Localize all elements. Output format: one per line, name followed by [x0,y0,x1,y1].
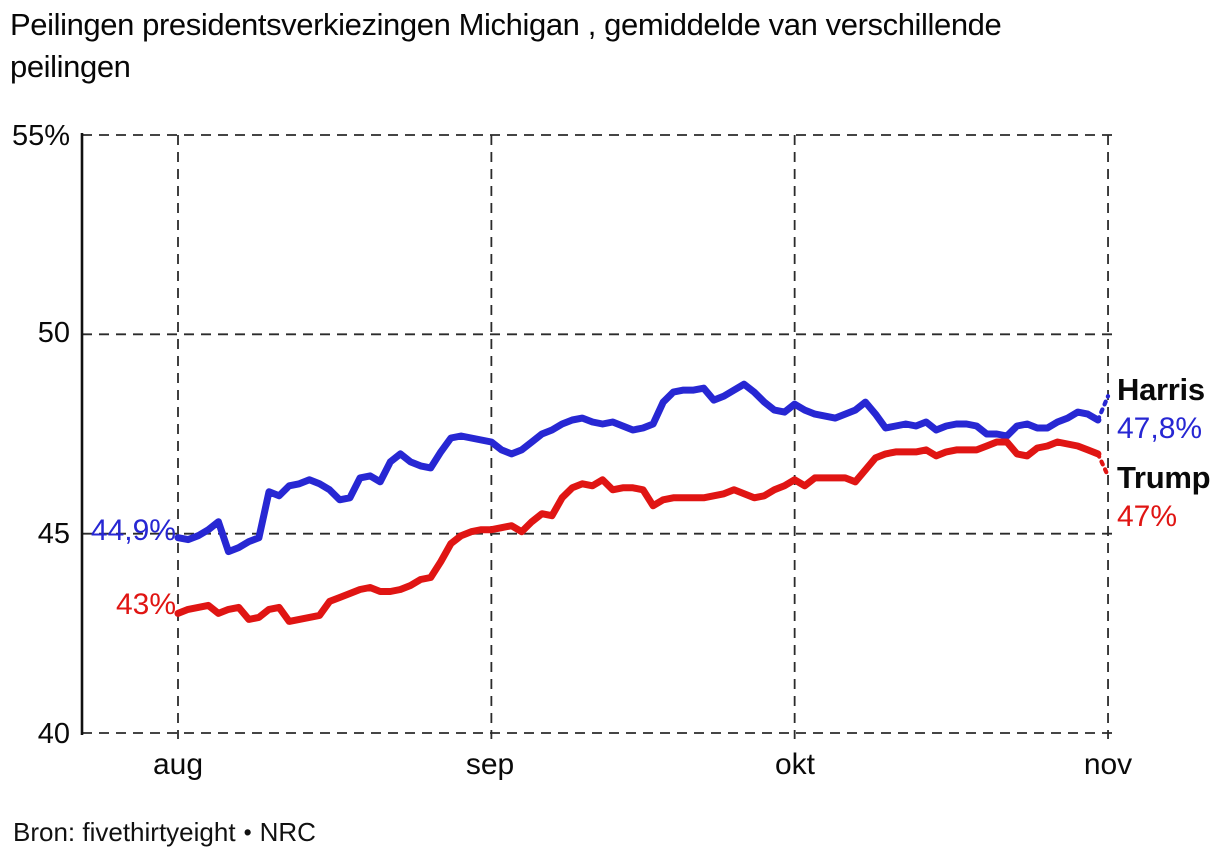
trump-end-value-label: 47% [1117,500,1178,533]
source-bullet: • [243,819,252,845]
y-axis-tick-label-50: 50 [37,317,70,349]
source-text: Bron: fivethirtyeight [13,817,236,847]
harris-start-value-label: 44,9% [90,514,176,547]
x-axis-tick-label-okt: okt [774,748,816,781]
y-axis-tick-label-40: 40 [37,718,70,750]
series-end-labels: Harris 47,8% Trump 47% [1117,369,1211,536]
x-axis-tick-label-nov: nov [1083,748,1133,781]
trump-series-label: Trump [1117,460,1211,495]
chart-title: Peilingen presidentsverkiezingen Michiga… [10,4,1002,88]
harris-end-value-label: 47,8% [1117,412,1203,445]
source-attribution: Bron: fivethirtyeight • NRC [13,817,316,847]
chart-title-line1: Peilingen presidentsverkiezingen Michiga… [10,7,1002,42]
x-axis-tick-label-aug: aug [152,748,204,781]
y-axis-tick-label-45: 45 [37,518,70,550]
harris-series-label: Harris [1117,372,1205,407]
x-axis-tick-label-sep: sep [465,748,515,781]
trump-start-value-label: 43% [115,588,176,621]
source-org: NRC [259,817,316,847]
y-axis-tick-label-55: 55% [11,120,70,152]
chart-title-line2: peilingen [10,49,131,84]
